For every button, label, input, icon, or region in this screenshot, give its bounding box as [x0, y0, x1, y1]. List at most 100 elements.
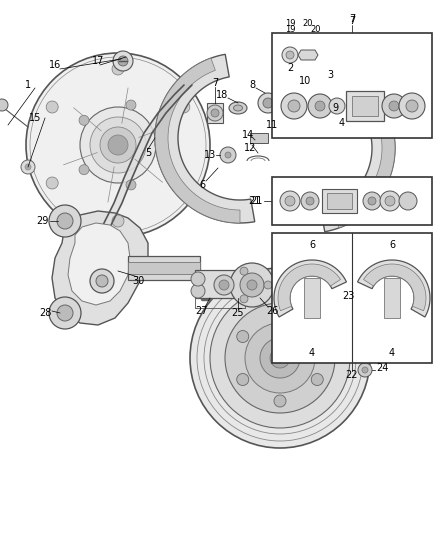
Circle shape — [178, 101, 190, 113]
Circle shape — [126, 100, 136, 110]
Circle shape — [178, 177, 190, 189]
Circle shape — [274, 395, 286, 407]
Circle shape — [306, 197, 314, 205]
Circle shape — [126, 180, 136, 190]
Polygon shape — [155, 58, 240, 223]
Text: 15: 15 — [29, 113, 41, 123]
Circle shape — [96, 275, 108, 287]
Circle shape — [79, 165, 89, 175]
Circle shape — [21, 160, 35, 174]
Circle shape — [240, 295, 248, 303]
Polygon shape — [68, 223, 130, 305]
Circle shape — [191, 284, 205, 298]
Polygon shape — [155, 54, 255, 223]
Polygon shape — [278, 123, 292, 135]
Circle shape — [301, 192, 319, 210]
Bar — [322, 189, 357, 213]
Text: 20: 20 — [303, 19, 313, 28]
Text: 6: 6 — [309, 240, 315, 250]
Text: 13: 13 — [204, 150, 216, 160]
Circle shape — [100, 127, 136, 163]
Text: 7: 7 — [349, 14, 355, 24]
Bar — [128, 256, 200, 280]
Circle shape — [311, 374, 323, 385]
Polygon shape — [357, 260, 430, 317]
Text: 5: 5 — [145, 148, 151, 158]
Circle shape — [191, 272, 205, 286]
Circle shape — [80, 107, 156, 183]
Bar — [128, 262, 200, 274]
Circle shape — [363, 192, 381, 210]
Text: 11: 11 — [266, 120, 278, 130]
Circle shape — [305, 95, 311, 101]
Text: 1: 1 — [25, 80, 31, 90]
Circle shape — [57, 305, 73, 321]
Text: 29: 29 — [36, 216, 48, 226]
Circle shape — [315, 101, 325, 111]
Text: 25: 25 — [232, 308, 244, 318]
Circle shape — [219, 280, 229, 290]
Polygon shape — [364, 264, 426, 311]
Text: 7: 7 — [212, 78, 218, 88]
Text: 9: 9 — [332, 103, 338, 113]
Text: 22: 22 — [346, 370, 358, 380]
Circle shape — [329, 98, 345, 114]
Circle shape — [207, 105, 223, 121]
Bar — [327, 193, 352, 209]
Circle shape — [220, 147, 236, 163]
Circle shape — [399, 192, 417, 210]
Text: 19: 19 — [285, 19, 295, 28]
Text: 4: 4 — [389, 348, 395, 358]
Circle shape — [49, 205, 81, 237]
Circle shape — [112, 215, 124, 227]
Circle shape — [230, 263, 274, 307]
Circle shape — [288, 100, 300, 112]
Text: 10: 10 — [299, 76, 311, 86]
Circle shape — [155, 140, 165, 150]
Text: 23: 23 — [342, 291, 354, 301]
Circle shape — [211, 109, 219, 117]
Circle shape — [240, 267, 248, 275]
Circle shape — [362, 367, 368, 373]
Bar — [304, 278, 320, 318]
Circle shape — [57, 213, 73, 229]
Circle shape — [190, 268, 370, 448]
Circle shape — [406, 100, 418, 112]
Bar — [195, 270, 253, 298]
Text: 6: 6 — [199, 180, 205, 190]
Text: 20: 20 — [311, 25, 321, 34]
Circle shape — [118, 56, 128, 66]
Circle shape — [26, 53, 210, 237]
Polygon shape — [310, 63, 395, 228]
Circle shape — [214, 275, 234, 295]
Text: 21: 21 — [250, 196, 262, 206]
Text: 21: 21 — [248, 196, 260, 206]
Circle shape — [79, 115, 89, 125]
Text: 12: 12 — [244, 143, 256, 153]
Bar — [250, 133, 268, 143]
Polygon shape — [52, 211, 148, 325]
Circle shape — [225, 152, 231, 158]
Circle shape — [389, 101, 399, 111]
Circle shape — [311, 330, 323, 343]
Circle shape — [108, 135, 128, 155]
Circle shape — [399, 93, 425, 119]
Polygon shape — [298, 50, 318, 60]
Circle shape — [25, 164, 31, 170]
Text: 16: 16 — [49, 60, 61, 70]
Circle shape — [46, 101, 58, 113]
Circle shape — [240, 273, 264, 297]
Polygon shape — [295, 63, 395, 232]
Text: 4: 4 — [309, 348, 315, 358]
Circle shape — [368, 197, 376, 205]
Circle shape — [245, 323, 315, 393]
Text: 26: 26 — [266, 306, 278, 316]
Circle shape — [285, 196, 295, 206]
Circle shape — [258, 93, 278, 113]
Bar — [207, 103, 223, 123]
Bar — [272, 233, 432, 363]
Text: 7: 7 — [349, 16, 355, 26]
Circle shape — [385, 196, 395, 206]
Circle shape — [263, 98, 273, 108]
Text: 14: 14 — [242, 130, 254, 140]
